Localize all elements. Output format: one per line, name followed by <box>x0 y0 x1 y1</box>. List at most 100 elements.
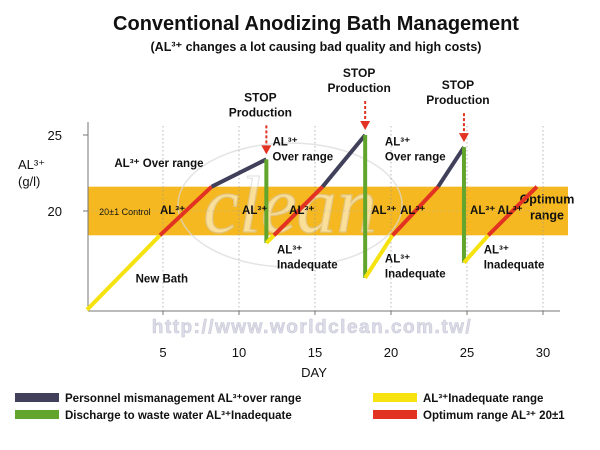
stop-label-line: Production <box>426 93 489 107</box>
annotation-12-line: Inadequate <box>484 260 545 272</box>
annotation-13-line: New Bath <box>136 273 188 285</box>
series-0 <box>85 157 268 312</box>
legend-item-2: AL³⁺Inadequate range <box>373 393 543 405</box>
annotation-11-line: AL³⁺ <box>385 254 410 266</box>
band-label-right: Optimum range <box>520 192 575 222</box>
stop-label-line: Production <box>229 105 292 119</box>
legend-item-3: Optimum range AL³⁺ 20±1 <box>373 410 565 422</box>
annotation-1: AL³⁺ Over range <box>272 137 333 164</box>
annotation-9: AL³⁺ <box>497 205 522 217</box>
annotation-1-line: AL³⁺ <box>272 137 297 149</box>
annotation-5-line: AL³⁺ <box>289 205 314 217</box>
legend-label: Personnel mismanagement AL³⁺over range <box>65 393 301 405</box>
annotation-10-line: Inadequate <box>277 260 338 272</box>
stop-label: STOP Production <box>229 90 292 119</box>
annotation-7: AL³⁺ <box>400 205 425 217</box>
x-tick-label: 5 <box>159 345 166 360</box>
chart-title: Conventional Anodizing Bath Management <box>113 13 519 35</box>
segment-inadequate <box>264 233 276 245</box>
x-tick-label: 25 <box>460 345 474 360</box>
annotation-4-line: AL³⁺ <box>242 205 267 217</box>
segment-inadequate <box>85 233 162 312</box>
legend-item-0: Personnel mismanagement AL³⁺over range <box>15 393 301 405</box>
x-tick-label: 10 <box>232 345 246 360</box>
annotation-0-line: AL³⁺ Over range <box>114 158 203 170</box>
annotation-4: AL³⁺ <box>242 205 267 217</box>
annotation-8: AL³⁺ <box>470 205 495 217</box>
segment-optimum <box>486 185 539 237</box>
watermark-ellipse <box>177 142 403 268</box>
stop-arrow-head <box>261 145 272 155</box>
series-layer <box>85 133 539 312</box>
annotation-5: AL³⁺ <box>289 205 314 217</box>
series-2 <box>264 133 367 245</box>
y-tick-label: 20 <box>48 204 62 219</box>
stop-label: STOP Production <box>327 66 390 95</box>
annotation-9-line: AL³⁺ <box>497 205 522 217</box>
annotation-10-line: AL³⁺ <box>277 245 302 257</box>
series-4 <box>363 146 466 279</box>
annotation-1-line: Over range <box>272 152 333 164</box>
legend-swatch <box>15 393 59 402</box>
legend-swatch <box>373 410 417 419</box>
band-label-right-line: Optimum <box>520 192 575 206</box>
annotation-11: AL³⁺ Inadequate <box>385 254 446 281</box>
stop-marker-0: STOP Production <box>229 90 292 155</box>
segment-inadequate <box>462 233 490 265</box>
annotation-2-line: AL³⁺ <box>385 137 410 149</box>
band-label-left: 20±1 Control <box>99 207 150 217</box>
legend-label: Discharge to waste water AL³⁺Inadequate <box>65 410 292 422</box>
annotation-2: AL³⁺ Over range <box>385 137 446 164</box>
series-6 <box>462 185 539 265</box>
x-tick-label: 20 <box>384 345 398 360</box>
segment-optimum <box>158 185 214 237</box>
stop-marker-2: STOP Production <box>426 78 490 143</box>
x-tick-label: 30 <box>536 345 550 360</box>
annotation-0: AL³⁺ Over range <box>114 158 203 170</box>
y-axis-label-line: (g/l) <box>18 174 40 189</box>
y-axis-label: AL³⁺ (g/l) <box>18 157 45 189</box>
segment-inadequate <box>363 234 395 279</box>
annotation-10: AL³⁺ Inadequate <box>277 245 338 272</box>
stop-label: STOP Production <box>426 78 489 107</box>
chart-subtitle: (AL³⁺ changes a lot causing bad quality … <box>151 40 482 54</box>
stop-arrow-head <box>360 121 371 130</box>
stop-marker-1: STOP Production <box>327 66 391 130</box>
legend-label: AL³⁺Inadequate range <box>423 393 543 405</box>
legend-swatch <box>373 393 417 402</box>
stop-label-line: Production <box>327 81 390 95</box>
segment-optimum <box>272 185 325 237</box>
band-label-right-line: range <box>530 208 564 222</box>
axes-layer: 5 10 15 20 25 30 20 25 DAY AL³⁺ (g/l) <box>18 122 560 380</box>
legend-item-1: Discharge to waste water AL³⁺Inadequate <box>15 410 292 422</box>
annotation-7-line: AL³⁺ <box>400 205 425 217</box>
legend-swatch <box>15 410 59 419</box>
segment-optimum <box>391 185 440 237</box>
annotation-12: AL³⁺ Inadequate <box>484 245 545 272</box>
annotation-8-line: AL³⁺ <box>470 205 495 217</box>
stop-label-line: STOP <box>442 78 474 92</box>
grid-layer <box>88 126 560 311</box>
annotation-6-line: AL³⁺ <box>371 205 396 217</box>
annotation-3: AL³⁺ <box>160 205 185 217</box>
x-axis-label: DAY <box>301 365 327 380</box>
stop-arrow-head <box>458 133 469 143</box>
segment-over <box>321 133 367 188</box>
annotation-6: AL³⁺ <box>371 205 396 217</box>
stop-label-line: STOP <box>244 90 276 104</box>
annotation-11-line: Inadequate <box>385 269 446 281</box>
legend-label: Optimum range AL³⁺ 20±1 <box>423 410 565 422</box>
legend-layer: Personnel mismanagement AL³⁺over range Di… <box>15 393 565 422</box>
segment-over <box>436 146 466 188</box>
segment-over <box>210 157 268 189</box>
annotation-2-line: Over range <box>385 152 446 164</box>
annotation-12-line: AL³⁺ <box>484 245 509 257</box>
stop-label-line: STOP <box>343 66 375 80</box>
x-tick-label: 15 <box>308 345 322 360</box>
y-tick-label: 25 <box>48 128 62 143</box>
